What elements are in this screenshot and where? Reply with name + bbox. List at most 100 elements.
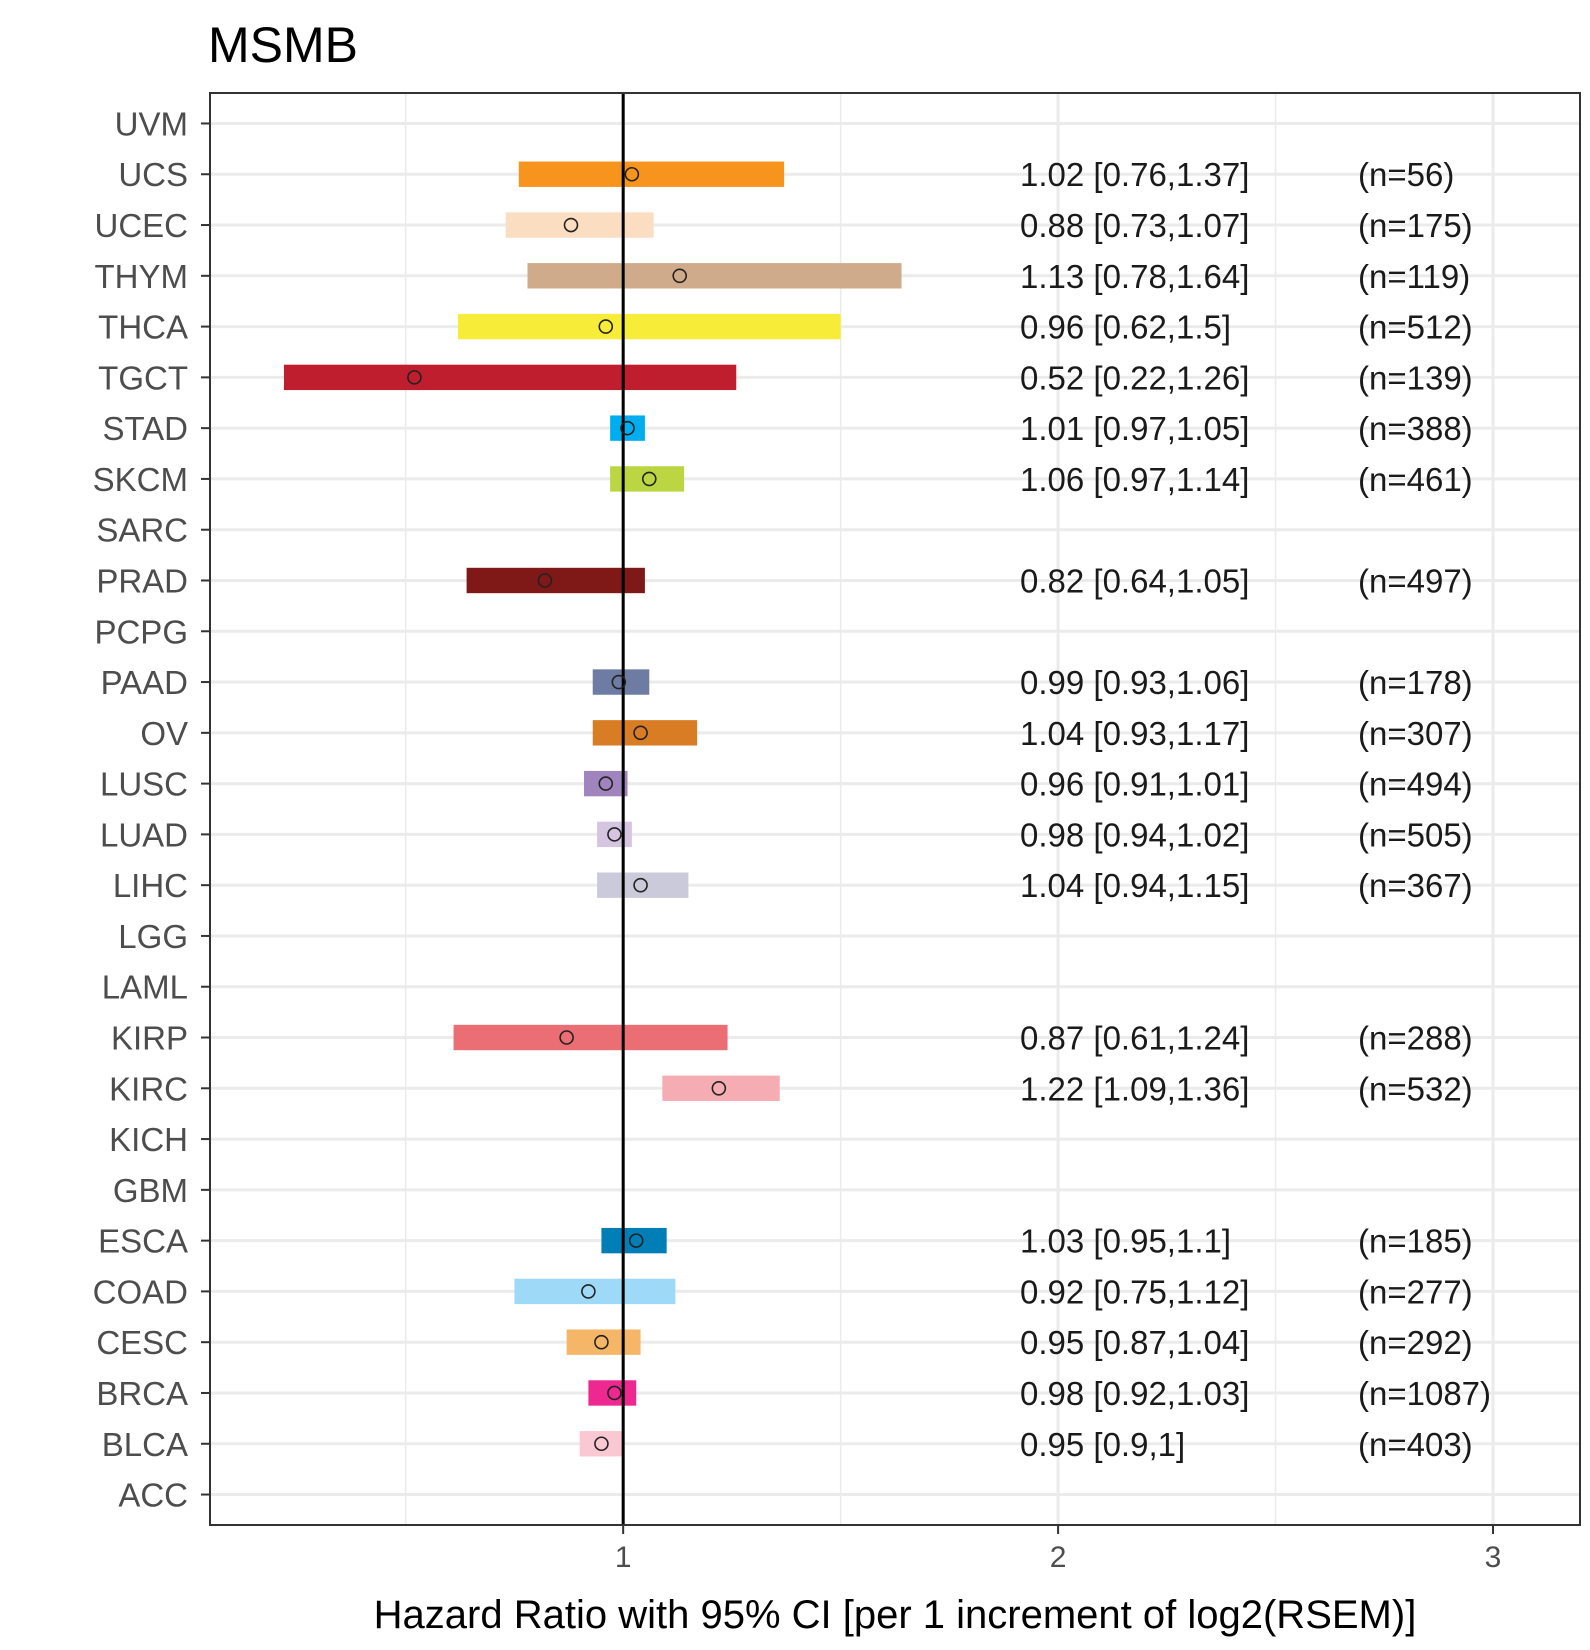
sample-size-label: (n=532): [1358, 1070, 1473, 1107]
y-tick-label: PRAD: [96, 562, 188, 599]
hr-point: [594, 1436, 609, 1452]
ci-bar: [584, 770, 628, 797]
ci-bar: [592, 669, 650, 695]
sample-size-label: (n=56): [1358, 156, 1454, 193]
sample-size-label: (n=497): [1358, 562, 1473, 599]
hr-point: [598, 776, 614, 791]
sample-size-label: (n=307): [1358, 715, 1473, 752]
hr-ci-label: 0.52 [0.22,1.26]: [1020, 359, 1249, 396]
ci-bar: [453, 1024, 728, 1051]
hr-ci-label: 1.04 [0.94,1.15]: [1020, 867, 1249, 904]
hr-ci-label: 0.87 [0.61,1.24]: [1020, 1020, 1249, 1057]
panel-border: [209, 92, 1581, 1526]
y-tick-label: SKCM: [93, 461, 188, 498]
ci-bar: [662, 1075, 780, 1101]
hr-ci-label: 1.06 [0.97,1.14]: [1020, 461, 1249, 498]
ci-bar: [610, 466, 685, 492]
hr-point: [607, 827, 622, 842]
hr-point: [581, 1284, 596, 1299]
hr-ci-label: 0.96 [0.62,1.5]: [1020, 309, 1231, 346]
major-gridlines: [210, 93, 1580, 1525]
y-tick-label: PAAD: [101, 664, 188, 701]
hr-point: [607, 1385, 622, 1401]
x-tick-label: 2: [1050, 1541, 1067, 1574]
sample-size-label: (n=292): [1358, 1324, 1473, 1361]
x-axis: 1 2 3: [615, 1525, 1502, 1574]
sample-size-label: (n=1087): [1358, 1375, 1491, 1412]
hr-ci-label: 1.02 [0.76,1.37]: [1020, 156, 1249, 193]
hr-ci-label: 0.95 [0.9,1]: [1020, 1426, 1185, 1463]
y-tick-label: KICH: [109, 1121, 188, 1158]
y-tick-label: LUSC: [100, 766, 188, 803]
y-tick-label: ESCA: [98, 1223, 188, 1260]
sample-size-label: (n=403): [1358, 1426, 1473, 1463]
y-tick-label: THCA: [98, 309, 188, 346]
minor-gridlines: [404, 93, 1277, 1525]
y-tick-label: BRCA: [96, 1375, 188, 1412]
y-tick-label: ACC: [118, 1477, 188, 1514]
ci-bar: [566, 1329, 641, 1355]
hr-point: [633, 725, 648, 741]
hr-point: [537, 573, 553, 588]
sample-size-label: (n=277): [1358, 1273, 1473, 1310]
hr-ci-label: 1.22 [1.09,1.36]: [1020, 1070, 1249, 1107]
ci-bar: [579, 1431, 624, 1457]
y-tick-label: CESC: [96, 1324, 188, 1361]
hr-ci-label: 0.98 [0.92,1.03]: [1020, 1375, 1249, 1412]
ci-bar: [597, 872, 689, 898]
sample-size-label: (n=494): [1358, 766, 1473, 803]
hr-point: [594, 1334, 609, 1350]
y-tick-label: UVM: [115, 105, 188, 142]
sample-size-label: (n=388): [1358, 410, 1473, 447]
hr-point: [563, 217, 579, 233]
hr-ci-label: 0.99 [0.93,1.06]: [1020, 664, 1249, 701]
sample-size-label: (n=512): [1358, 309, 1473, 346]
y-tick-label: KIRP: [111, 1020, 188, 1057]
sample-size-label: (n=178): [1358, 664, 1473, 701]
hr-ci-label: 0.82 [0.64,1.05]: [1020, 562, 1249, 599]
y-tick-label: PCPG: [94, 613, 188, 650]
ci-bar: [527, 263, 902, 289]
y-tick-label: LGG: [118, 918, 188, 955]
ci-bar: [610, 415, 645, 441]
sample-size-label: (n=288): [1358, 1020, 1473, 1057]
sample-size-label: (n=175): [1358, 207, 1473, 244]
hr-ci-label: 0.88 [0.73,1.07]: [1020, 207, 1249, 244]
y-tick-label: LAML: [102, 969, 188, 1006]
y-tick-label: KIRC: [109, 1070, 188, 1107]
ci-bar: [283, 364, 737, 391]
y-tick-label: SARC: [96, 512, 188, 549]
y-tick-label: UCEC: [94, 207, 188, 244]
ci-bar: [588, 1380, 637, 1406]
hr-ci-label: 1.13 [0.78,1.64]: [1020, 258, 1249, 295]
y-tick-label: COAD: [93, 1273, 188, 1310]
hr-ci-label: 0.95 [0.87,1.04]: [1020, 1324, 1249, 1361]
hr-point: [559, 1030, 574, 1045]
y-tick-label: BLCA: [102, 1426, 188, 1463]
sample-size-label: (n=139): [1358, 359, 1473, 396]
hr-point: [611, 674, 627, 690]
y-tick-label: UCS: [118, 156, 188, 193]
sample-size-label: (n=367): [1358, 867, 1473, 904]
hr-point: [672, 268, 688, 284]
hr-ci-label: 1.03 [0.95,1.1]: [1020, 1223, 1231, 1260]
hr-point: [711, 1080, 727, 1096]
ci-bar: [592, 720, 698, 746]
hr-annotations: 1.02 [0.76,1.37] (n=56) 0.88 [0.73,1.07] (n…: [1020, 156, 1491, 1463]
ci-bar: [518, 161, 785, 187]
x-axis-label: Hazard Ratio with 95% CI [per 1 incremen…: [374, 1593, 1417, 1637]
hr-ci-label: 0.96 [0.91,1.01]: [1020, 766, 1249, 803]
sample-size-label: (n=461): [1358, 461, 1473, 498]
y-tick-label: LUAD: [100, 816, 188, 853]
y-tick-label: THYM: [95, 258, 189, 295]
hr-point: [624, 166, 640, 182]
y-tick-label: LIHC: [113, 867, 188, 904]
x-tick-label: 3: [1485, 1541, 1502, 1574]
sample-size-label: (n=505): [1358, 816, 1473, 853]
chart-title: MSMB: [208, 17, 358, 73]
hr-point: [641, 471, 657, 487]
ci-bars: [283, 161, 902, 1457]
y-tick-label: TGCT: [98, 359, 188, 396]
y-axis: UVM UCS UCEC THYM THCA TGCT STAD SKCM SARC PRAD PC…: [93, 105, 210, 1514]
